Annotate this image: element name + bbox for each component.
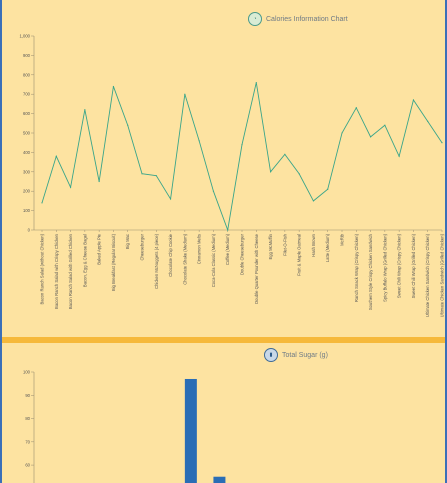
y-tick-label: 90 <box>25 393 30 398</box>
data-point <box>441 142 443 144</box>
sugar-bar <box>184 378 197 483</box>
sugar-chart-title-text: Total Sugar (g) <box>282 351 328 359</box>
data-point <box>427 120 429 122</box>
x-tick-label: Cheeseburger <box>140 233 145 260</box>
data-point <box>112 85 115 88</box>
y-tick-label: 60 <box>25 463 30 468</box>
data-point <box>241 144 243 146</box>
x-tick-label: Southern Style Crispy Chicken Sandwich <box>368 233 373 310</box>
y-tick-label: 0 <box>28 228 31 233</box>
x-tick-label: Ranch Snack Wrap (Crispy Chicken) <box>354 233 359 302</box>
y-tick-label: 100 <box>23 208 31 213</box>
data-point <box>184 93 186 95</box>
x-tick-label: Cinnamon Melts <box>197 234 202 264</box>
x-tick-label: Sweet Chili Wrap (Grilled Chicken) <box>411 233 416 298</box>
x-tick-label: Egg McMuffin <box>268 233 273 259</box>
data-point <box>169 198 172 200</box>
data-point <box>41 202 43 204</box>
x-tick-label: Double Cheeseburger <box>240 233 245 275</box>
data-point <box>269 171 272 173</box>
calories-chart-title-text: Calories Information Chart <box>266 15 348 23</box>
pie-chart-icon: ◔ <box>248 12 262 26</box>
data-point <box>298 173 300 175</box>
x-tick-label: Chicken McNuggets (4 piece) <box>154 233 159 289</box>
bar-chart-icon: ▮ <box>264 348 278 362</box>
x-tick-label: Bacon Ranch Salad with Crispy Chicken <box>54 233 59 309</box>
data-point <box>141 173 143 175</box>
x-tick-label: Chocolate Chip Cookie <box>168 233 173 277</box>
x-tick-label: Coffee (Medium) <box>225 233 230 265</box>
x-tick-label: Bacon, Egg & Cheese Bagel <box>82 234 87 287</box>
x-tick-label: Double Quarter Pounder with Cheese <box>254 233 259 304</box>
calories-chart-panel <box>2 0 445 337</box>
calories-chart-title: ◔ Calories Information Chart <box>248 12 348 26</box>
window-frame-right <box>445 0 447 483</box>
x-tick-label: Bacon Ranch Salad with Grilled Chicken <box>68 233 73 309</box>
data-point <box>198 140 200 142</box>
data-point <box>84 109 86 111</box>
data-point <box>341 132 343 134</box>
y-tick-label: 300 <box>23 169 31 174</box>
data-point <box>55 155 57 157</box>
data-point <box>212 190 215 192</box>
data-point <box>369 136 372 138</box>
x-tick-label: Sweet Chili Wrap (Crispy Chicken) <box>397 233 402 298</box>
data-point <box>398 155 400 157</box>
y-tick-label: 900 <box>23 53 31 58</box>
data-point <box>255 81 257 84</box>
data-point <box>284 153 286 155</box>
data-point <box>312 200 315 202</box>
data-point <box>155 175 157 177</box>
y-tick-label: 600 <box>23 111 31 116</box>
x-tick-label: Baked Apple Pie <box>97 233 102 264</box>
data-point <box>355 107 357 109</box>
x-tick-label: Ultimate Chicken Sandwich (Crispy Chicke… <box>425 233 430 317</box>
x-tick-label: Bacon Ranch Salad (without Chicken) <box>40 233 45 304</box>
window-frame-left <box>0 0 2 483</box>
sugar-chart-panel <box>2 343 445 483</box>
x-tick-label: Big Mac <box>125 234 130 249</box>
x-tick-label: Spicy Buffalo Wrap (Grilled Chicken) <box>382 233 387 301</box>
x-tick-label: Coca-Cola Classic (Medium) <box>211 233 216 287</box>
data-point <box>127 124 129 126</box>
x-tick-label: Chocolate Shake (Medium) <box>182 233 187 284</box>
sugar-chart-title: ▮ Total Sugar (g) <box>264 348 328 362</box>
data-point <box>98 180 100 183</box>
data-point <box>69 186 72 188</box>
data-point <box>327 188 329 190</box>
y-tick-label: 400 <box>23 150 31 155</box>
y-tick-label: 100 <box>23 370 31 375</box>
x-tick-label: Fruit & Maple Oatmeal <box>297 234 302 276</box>
data-point <box>227 229 229 231</box>
x-tick-label: Hash Brown <box>311 233 316 256</box>
x-tick-label: Filet-O-Fish <box>282 233 287 256</box>
panel-divider <box>2 337 445 343</box>
y-tick-label: 80 <box>25 416 30 421</box>
y-tick-label: 1,000 <box>20 34 31 39</box>
x-tick-label: Big Breakfast (Regular Biscuit) <box>111 233 116 291</box>
calories-line-chart: 0 100 200 300 400 500 600 700 800 900 1,000 Bacon R… <box>20 34 445 318</box>
x-tick-label: Latte (Medium) <box>325 233 330 262</box>
y-tick-label: 700 <box>23 92 31 97</box>
data-point <box>384 124 386 126</box>
y-tick-label: 800 <box>23 72 31 77</box>
y-tick-label: 70 <box>25 439 30 444</box>
y-tick-label: 500 <box>23 131 31 136</box>
x-tick-label: Ultimate Chicken Sandwich (Grilled Chick… <box>440 233 445 317</box>
y-tick-label: 200 <box>23 189 31 194</box>
data-point <box>412 99 415 101</box>
x-tick-label: McRib <box>340 233 345 246</box>
sugar-bar <box>213 476 226 483</box>
